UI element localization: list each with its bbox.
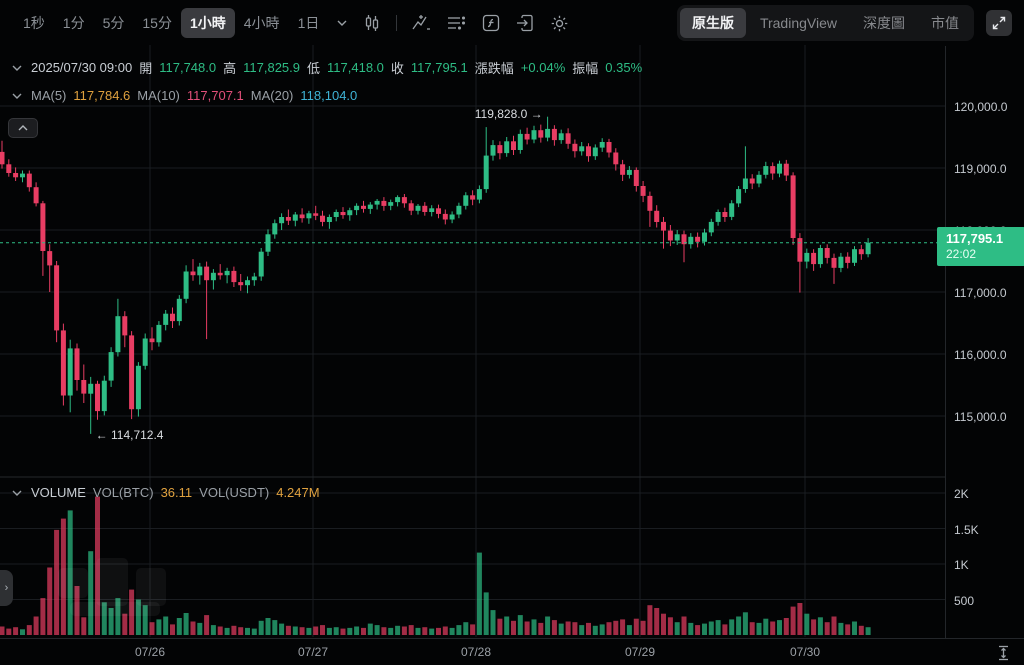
last-price-value: 117,795.1 — [946, 230, 1004, 246]
ma10-label: MA(10) — [137, 88, 180, 103]
view-tab-group: 原生版 TradingView 深度圖 市值 — [676, 5, 974, 41]
date-tick-label: 07/26 — [134, 645, 166, 659]
ma-bar: MA(5) 117,784.6 MA(10) 117,707.1 MA(20) … — [10, 88, 357, 103]
expand-icon — [992, 16, 1006, 30]
watermark — [136, 568, 166, 606]
countdown-time: 22:02 — [946, 246, 977, 261]
toolbar-divider — [396, 15, 398, 31]
price-tick-label: 119,000.0 — [954, 162, 1007, 176]
timeframe-button-1日[interactable]: 1日 — [289, 8, 329, 38]
view-tab-原生版[interactable]: 原生版 — [679, 8, 746, 38]
chart-canvas[interactable] — [0, 45, 945, 638]
ohlc-collapse-button[interactable] — [10, 63, 24, 73]
chevron-down-icon — [12, 93, 22, 99]
export-button[interactable] — [509, 9, 541, 37]
vol-btc-value: 36.11 — [160, 485, 193, 500]
volume-tick-label: 2K — [954, 487, 969, 501]
time-axis[interactable]: 07/26 07/27 07/28 07/29 07/30 — [0, 638, 1024, 665]
date-tick-label: 07/27 — [297, 645, 329, 659]
volume-collapse-button[interactable] — [10, 488, 24, 498]
open-value: 117,748.0 — [159, 60, 217, 75]
volume-tick-label: 1.5K — [954, 522, 979, 537]
vol-usdt-label: VOL(USDT) — [199, 485, 270, 500]
display-settings-button[interactable] — [440, 9, 473, 37]
high-price-annotation: 119,828.0 → — [474, 106, 543, 121]
vol-usdt-value: 4.247M — [276, 485, 320, 500]
last-price-badge: 117,795.1 22:02 — [937, 226, 1024, 266]
price-tick-label: 120,000.0 — [954, 100, 1008, 114]
chevron-down-icon — [12, 490, 22, 496]
timeframe-button-15分[interactable]: 15分 — [133, 8, 181, 38]
ma10-value: 117,707.1 — [186, 88, 244, 103]
candle-datetime: 2025/07/30 09:00 — [31, 60, 133, 75]
price-tick-label: 115,000.0 — [954, 410, 1007, 424]
chart-region: 2025/07/30 09:00 開 117,748.0 高 117,825.9… — [0, 45, 1024, 665]
timeframe-group: 1秒 1分 5分 15分 1小時 4小時 1日 — [14, 8, 328, 38]
date-tick-label: 07/30 — [789, 645, 821, 659]
low-label: 低 — [307, 61, 321, 76]
low-value: 117,418.0 — [327, 60, 384, 75]
ma5-label: MA(5) — [31, 88, 67, 103]
candlestick-icon — [366, 15, 379, 31]
low-price-annotation: ← 114,712.4 — [95, 427, 164, 442]
timeframe-button-1分[interactable]: 1分 — [54, 8, 94, 38]
price-tick-label: 117,000.0 — [954, 286, 1007, 300]
timeframe-button-1秒[interactable]: 1秒 — [14, 8, 54, 38]
amplitude-value: 0.35% — [605, 60, 643, 75]
change-value: +0.04% — [520, 60, 566, 75]
formula-button[interactable] — [475, 9, 507, 37]
chevron-up-icon — [18, 125, 28, 131]
view-tab-市值[interactable]: 市值 — [919, 8, 971, 38]
open-label: 開 — [139, 61, 153, 76]
export-icon — [517, 14, 534, 32]
chart-style-button[interactable] — [356, 9, 388, 37]
date-tick-label: 07/29 — [624, 645, 656, 659]
vol-btc-label: VOL(BTC) — [92, 485, 154, 500]
fullscreen-button[interactable] — [986, 10, 1012, 36]
indicators-icon — [412, 15, 431, 30]
price-axis[interactable]: 120,000.0119,000.0118,000.0117,000.0116,… — [937, 46, 1024, 638]
amplitude-label: 振幅 — [572, 61, 599, 76]
volume-tick-label: 500 — [954, 593, 975, 608]
view-tab-TradingView[interactable]: TradingView — [748, 10, 849, 36]
close-value: 117,795.1 — [410, 60, 468, 75]
high-label: 高 — [223, 61, 237, 76]
date-tick-label: 07/28 — [460, 645, 492, 659]
list-settings-icon — [448, 16, 466, 30]
chevron-down-icon — [12, 65, 22, 71]
volume-header: VOLUME VOL(BTC) 36.11 VOL(USDT) 4.247M — [10, 485, 320, 500]
gear-icon — [552, 15, 568, 31]
timeframe-button-5分[interactable]: 5分 — [94, 8, 134, 38]
ma20-label: MA(20) — [250, 88, 294, 103]
watermark — [70, 602, 160, 616]
ma-collapse-button[interactable] — [10, 91, 24, 101]
view-tab-深度圖[interactable]: 深度圖 — [851, 8, 917, 38]
side-panel-expand-tab[interactable]: › — [0, 570, 13, 606]
watermark — [58, 568, 88, 598]
ma20-value: 118,104.0 — [300, 88, 358, 103]
watermark — [96, 558, 128, 606]
scale-adjust-icon — [999, 645, 1008, 661]
timeframe-button-1小時[interactable]: 1小時 — [180, 8, 235, 38]
timeframe-button-4小時[interactable]: 4小時 — [235, 8, 289, 38]
timeframe-dropdown-button[interactable] — [330, 15, 354, 31]
price-scale-settings-button[interactable] — [995, 643, 1012, 665]
formula-icon — [483, 14, 500, 32]
high-value: 117,825.9 — [243, 60, 300, 75]
ohlc-bar: 2025/07/30 09:00 開 117,748.0 高 117,825.9… — [10, 58, 642, 77]
chevron-down-icon — [337, 20, 347, 26]
price-tick-label: 116,000.0 — [954, 348, 1007, 362]
close-label: 收 — [390, 61, 404, 76]
volume-tick-label: 1K — [954, 558, 969, 572]
settings-button[interactable] — [543, 9, 576, 38]
volume-title: VOLUME — [31, 485, 86, 500]
ma5-value: 117,784.6 — [73, 88, 131, 103]
change-label: 漲跌幅 — [474, 61, 514, 76]
pane-collapse-button[interactable] — [8, 118, 38, 138]
toolbar: 1秒 1分 5分 15分 1小時 4小時 1日 — [0, 0, 1024, 46]
indicators-button[interactable] — [405, 9, 438, 37]
